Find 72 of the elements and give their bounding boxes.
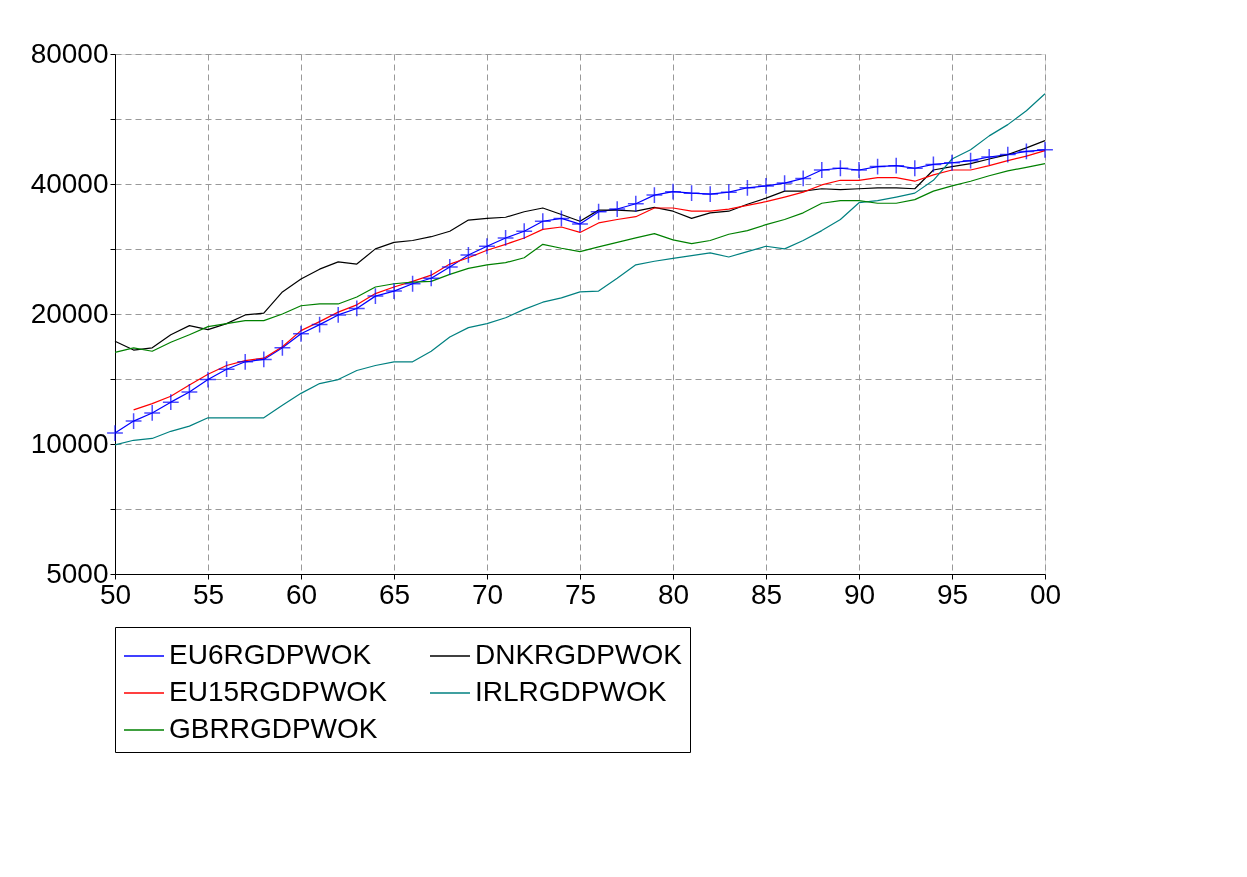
point — [738, 179, 757, 197]
point — [589, 203, 608, 221]
point — [329, 306, 347, 324]
point — [924, 155, 943, 174]
point — [292, 325, 310, 343]
point — [496, 229, 515, 247]
point — [775, 174, 794, 192]
point — [701, 185, 719, 203]
point — [255, 350, 273, 369]
point — [664, 183, 682, 201]
point — [385, 282, 403, 300]
line-series — [114, 93, 1046, 446]
point — [106, 424, 124, 442]
x-tick-label: 75 — [564, 578, 597, 610]
point — [794, 169, 812, 188]
point — [180, 383, 199, 401]
point — [441, 258, 459, 276]
point — [645, 186, 664, 204]
y-tick-label: 20000 — [30, 297, 109, 329]
y-tick-label: 80000 — [30, 37, 109, 69]
point — [422, 269, 440, 287]
point — [515, 222, 533, 240]
point — [124, 412, 143, 430]
point — [868, 157, 887, 176]
point — [831, 159, 850, 177]
point — [720, 183, 738, 201]
x-tick-label: 60 — [285, 578, 318, 610]
point — [850, 161, 868, 179]
x-tick-label: 65 — [378, 578, 411, 610]
point — [1017, 142, 1036, 161]
x-tick-label: 80 — [657, 578, 690, 610]
x-tick-label: 00 — [1029, 578, 1062, 610]
line-series — [133, 149, 1046, 411]
point — [627, 195, 645, 213]
point — [980, 148, 998, 166]
point — [199, 370, 217, 389]
point — [162, 393, 180, 411]
point — [348, 299, 366, 318]
x-tick-label: 85 — [750, 578, 783, 610]
x-tick-label: 95 — [936, 578, 969, 610]
point — [571, 215, 589, 233]
point — [310, 315, 329, 334]
point — [217, 360, 236, 378]
point — [403, 275, 422, 293]
point — [813, 161, 831, 179]
point — [143, 404, 161, 422]
point — [757, 177, 775, 195]
point — [887, 157, 905, 175]
point — [534, 212, 552, 230]
point — [478, 237, 496, 255]
point — [961, 152, 980, 170]
legend-label: EU6RGDPWOK — [169, 639, 372, 670]
x-tick-label: 90 — [843, 578, 876, 610]
x-tick-label: 70 — [471, 578, 504, 610]
point — [1036, 141, 1054, 159]
point — [366, 287, 385, 305]
point — [943, 154, 961, 172]
point — [682, 184, 701, 202]
point — [236, 353, 254, 371]
point — [999, 145, 1017, 164]
legend-label: GBRRGDPWOK — [169, 713, 378, 744]
x-tick-label: 55 — [192, 578, 225, 610]
legend-label: EU15RGDPWOK — [169, 676, 388, 707]
legend-label: IRLRGDPWOK — [475, 676, 667, 707]
legend-label: DNKRGDPWOK — [475, 639, 683, 670]
y-tick-label: 10000 — [30, 427, 109, 459]
point — [608, 200, 626, 218]
point — [552, 209, 571, 228]
point — [906, 159, 924, 177]
point — [273, 339, 292, 357]
point — [459, 246, 478, 264]
y-tick-label: 40000 — [30, 167, 109, 199]
